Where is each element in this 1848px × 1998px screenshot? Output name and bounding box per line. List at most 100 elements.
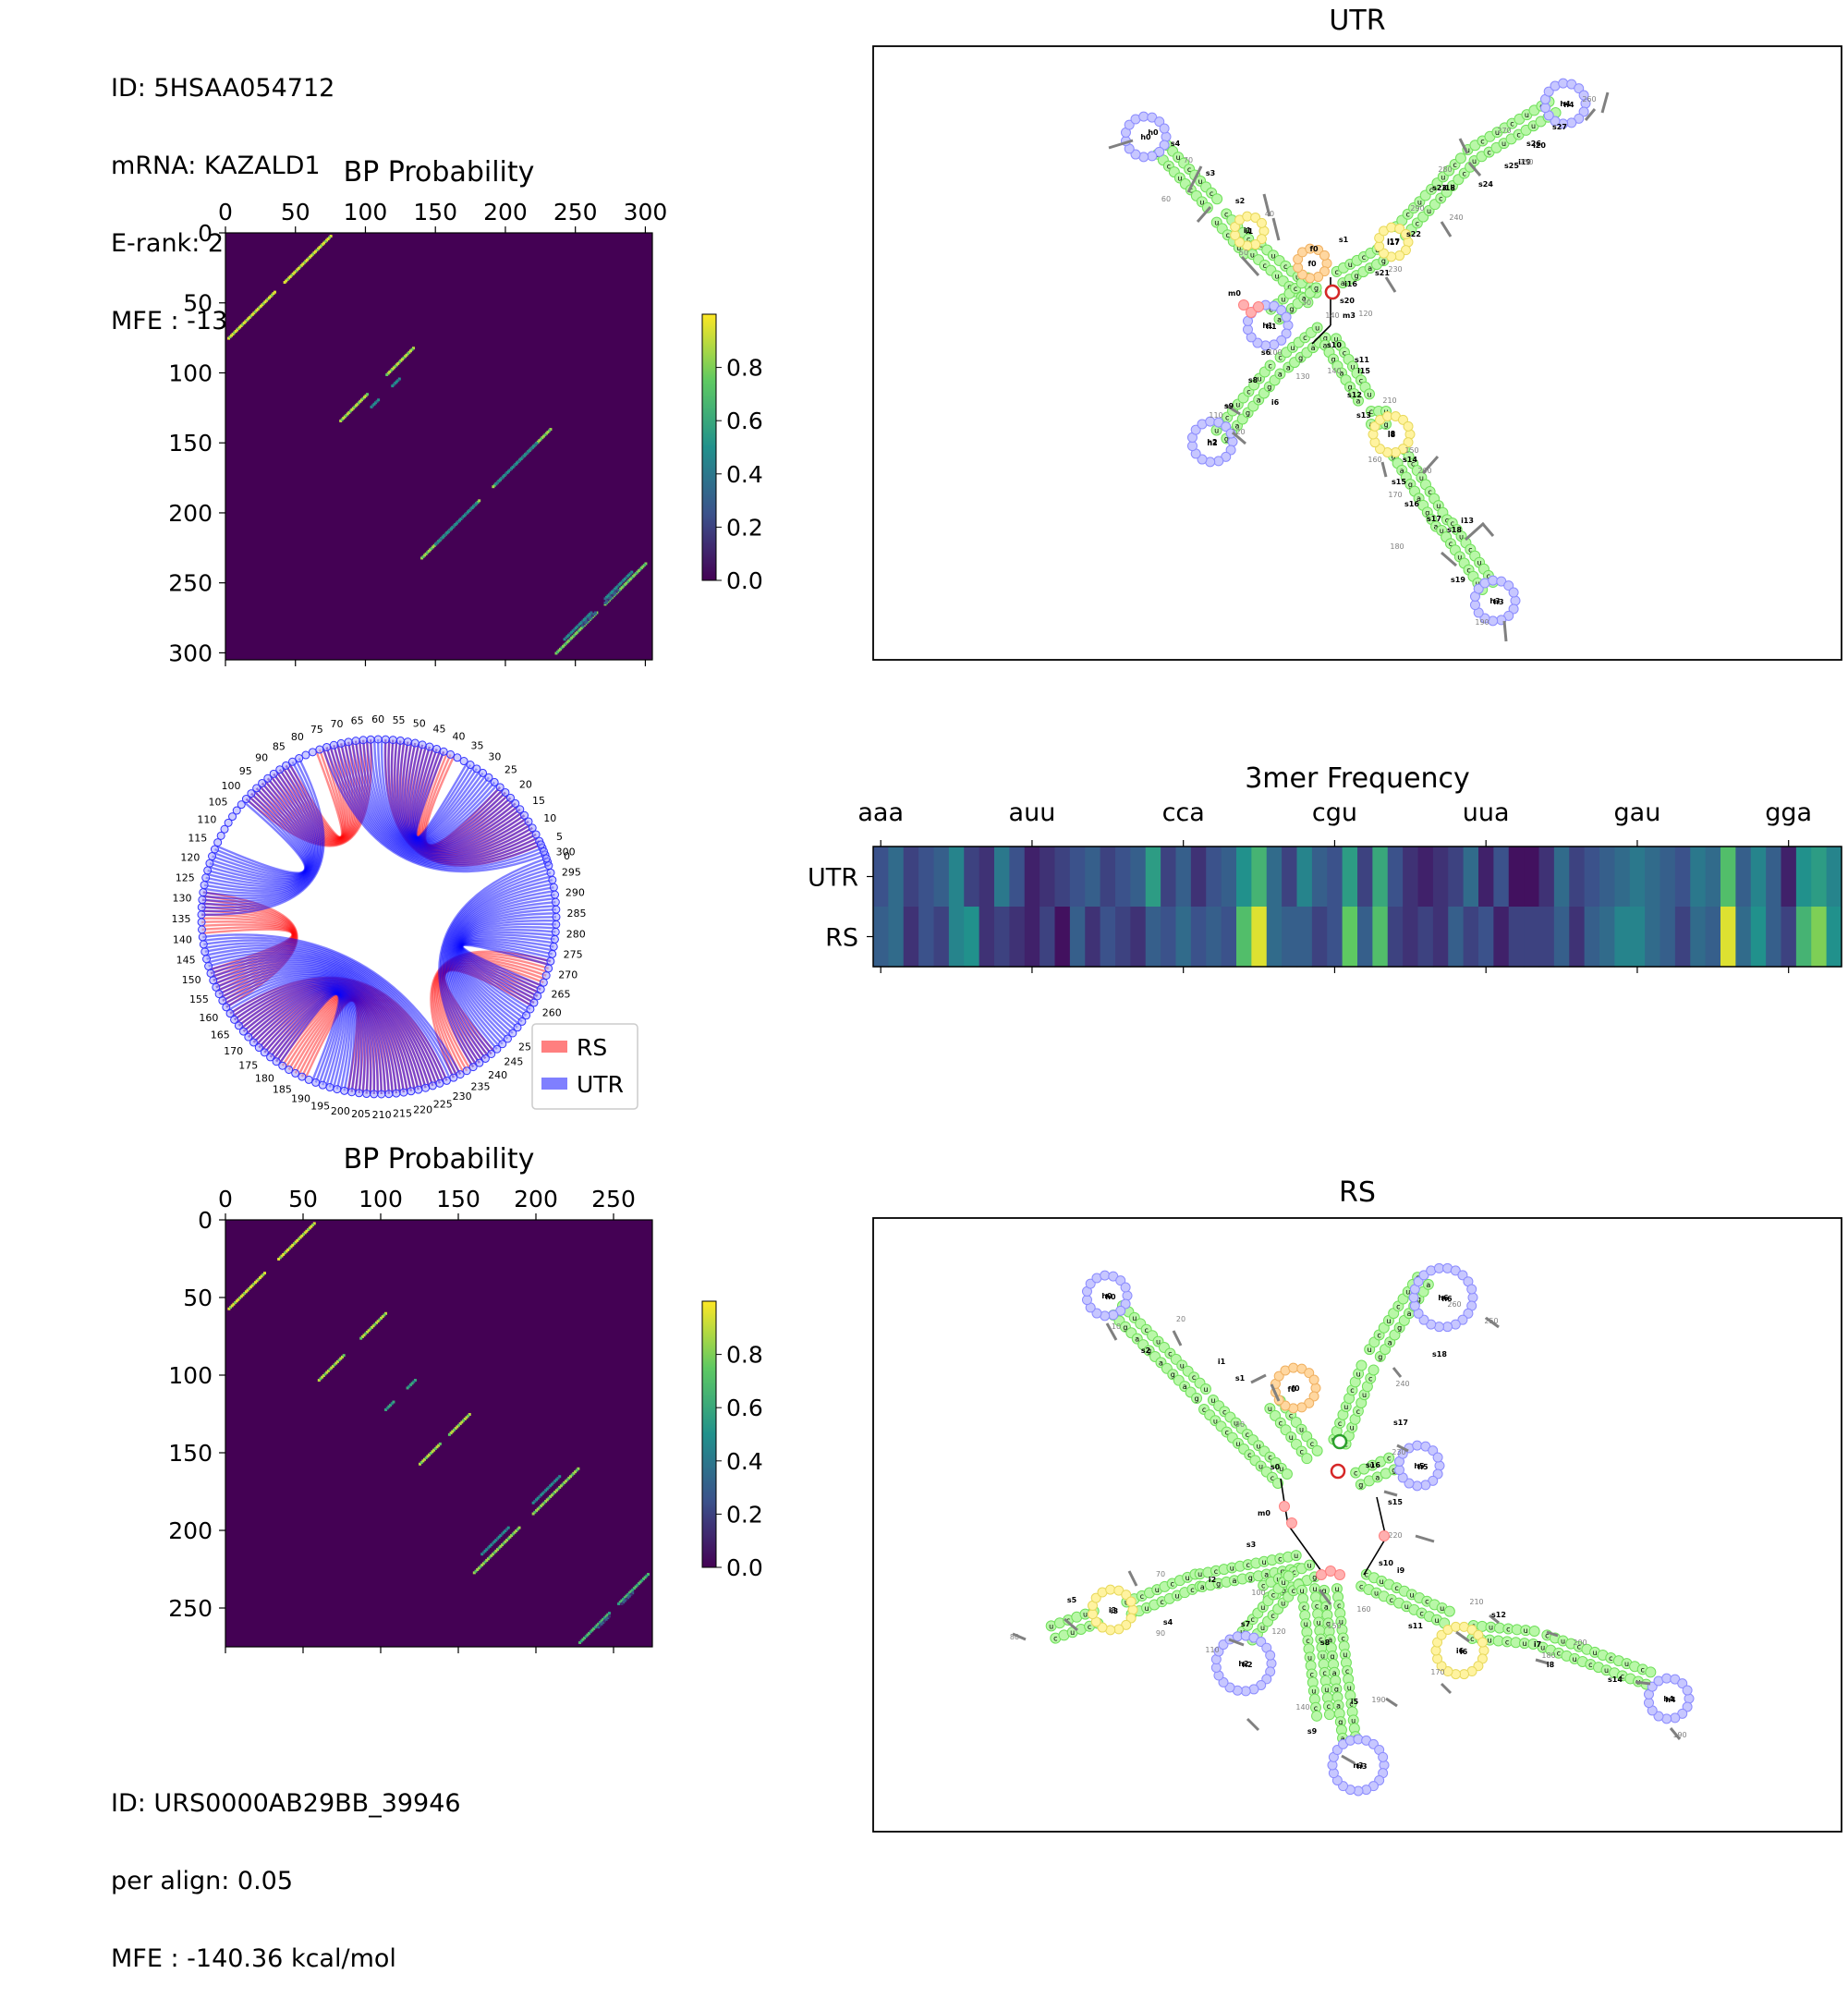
kmer-cell (948, 907, 965, 968)
bp-cell (467, 1414, 470, 1418)
stem-base (1364, 388, 1376, 400)
bp-cell (598, 1624, 602, 1627)
bp-cell (480, 1563, 484, 1566)
base-letter: g (1326, 1619, 1331, 1627)
bp-cell (326, 238, 330, 241)
bp-cell (518, 458, 522, 462)
node-label: h0 (1105, 1293, 1116, 1301)
base-letter: u (1465, 146, 1470, 154)
kmer-cell (1705, 907, 1721, 968)
nucleotide-dot (479, 768, 488, 777)
kmer-cell (1100, 847, 1116, 908)
node-label: s26 (1526, 140, 1541, 148)
bp-cell (427, 549, 431, 553)
bp-cell (300, 1234, 304, 1237)
bp-cell (252, 311, 256, 315)
bp-cell (468, 1413, 471, 1416)
base-letter: c (1268, 1454, 1271, 1462)
nucleotide-dot (546, 956, 555, 966)
kmer-cell (1342, 847, 1358, 908)
kmer-cell (1311, 907, 1328, 968)
nucleotide-dot (392, 1089, 401, 1098)
base-letter: g (1312, 1573, 1317, 1581)
bp-cell (285, 1249, 288, 1253)
node-label: s13 (1356, 411, 1371, 420)
loop-base (1473, 1661, 1484, 1672)
bp-cell (437, 540, 441, 543)
bp-cell (502, 1541, 505, 1545)
backbone-link (1280, 1478, 1285, 1504)
bp-cell (305, 1229, 309, 1233)
bp-cell (233, 331, 237, 335)
bp-cell (552, 1480, 555, 1484)
node-label: i17 (1387, 238, 1400, 246)
bp-cell (528, 448, 531, 452)
bp-cell (397, 360, 401, 364)
base-letter: c (1168, 1349, 1172, 1358)
colorbar-tick-label: 0.2 (726, 1501, 763, 1528)
node-label: i1 (1244, 226, 1252, 235)
loop-base (1412, 1440, 1423, 1451)
loop-base (1120, 1282, 1131, 1293)
base-letter: u (1348, 261, 1353, 269)
arc-tick-label: 15 (532, 795, 545, 807)
bp-cell (505, 1539, 509, 1542)
position-label: 290 (1410, 204, 1424, 213)
node-label: h4 (1563, 101, 1574, 109)
bp-cell (540, 1493, 543, 1497)
colorbar-tick-label: 0.6 (726, 408, 763, 434)
kmer-cell (994, 907, 1010, 968)
bp-cell (430, 546, 433, 550)
loop-label: h2 (1207, 438, 1217, 446)
loop-base (1108, 1310, 1119, 1321)
position-tick (1108, 139, 1134, 150)
arc-tick-label: 45 (433, 723, 446, 735)
loop-base (1281, 328, 1292, 339)
arc-tick-label: 145 (176, 955, 196, 967)
bp-cell (536, 440, 540, 444)
kmer-cell (1024, 907, 1040, 968)
nucleotide-dot (247, 789, 256, 798)
loop-base (1147, 151, 1158, 162)
node-label: s16 (1404, 500, 1419, 508)
nucleotide-dot (205, 859, 214, 868)
nucleotide-dot (329, 740, 338, 749)
bp-cell (588, 613, 591, 616)
nucleotide-dot (548, 875, 557, 884)
base-letter: g (1334, 1686, 1339, 1694)
pair-arc (209, 956, 431, 1088)
bp-cell (538, 439, 541, 443)
base-letter: c (1261, 1582, 1265, 1590)
arc-tick-label: 285 (566, 908, 586, 920)
base-letter: g (1347, 384, 1352, 392)
position-tick (1440, 1682, 1453, 1695)
base-letter: c (1387, 1455, 1391, 1463)
bp-cell (235, 1299, 238, 1303)
bp-cell (508, 1535, 512, 1539)
base-letter: c (1088, 1623, 1091, 1631)
bp-cell (257, 1277, 261, 1281)
structure-title: RS (1339, 1176, 1376, 1209)
base-letter: u (1198, 1570, 1202, 1578)
bp-cell (572, 1471, 576, 1475)
base-letter: c (1487, 572, 1490, 580)
node-label: s0 (1270, 1463, 1281, 1471)
bp-cell (623, 583, 626, 587)
kmer-cell (1538, 847, 1555, 908)
node-label: s25 (1504, 162, 1519, 170)
bp-cell (385, 372, 389, 376)
bp-cell (623, 1596, 626, 1600)
bp-cell (311, 1224, 315, 1227)
nucleotide-dot (197, 918, 206, 927)
bp-cell (559, 1484, 563, 1488)
y-tick-label: 200 (168, 500, 213, 527)
kmer-cell (888, 847, 905, 908)
node-label: h3 (1493, 598, 1503, 606)
nucleotide-dot (388, 736, 397, 745)
node-label: i6 (1460, 1648, 1468, 1656)
nucleotide-dot (197, 903, 206, 912)
kmer-cell (1448, 907, 1465, 968)
bp-cell (345, 413, 348, 417)
nucleotide-dot (511, 798, 520, 808)
